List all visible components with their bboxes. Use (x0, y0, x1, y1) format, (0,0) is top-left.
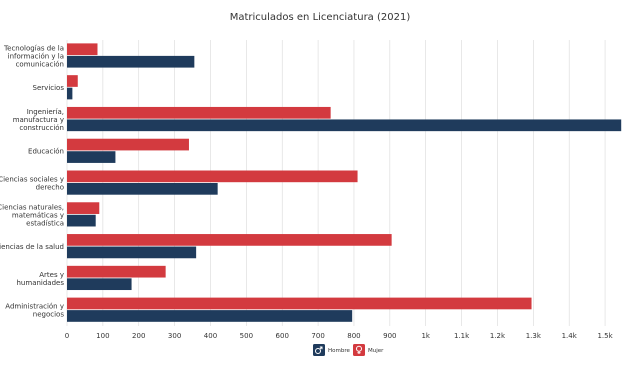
bar-hombre-4 (67, 183, 218, 195)
x-tick-label-11: 1.1k (454, 332, 470, 340)
x-tick-label-8: 800 (347, 332, 360, 340)
category-label-5-2: estadística (26, 219, 64, 227)
x-tick-label-0: 0 (65, 332, 69, 340)
category-label-8-1: negocios (33, 311, 65, 319)
legend: Hombre Mujer (313, 344, 384, 356)
category-label-3-0: Educación (28, 148, 64, 156)
bar-hombre-1 (67, 87, 73, 100)
category-label-2-1: manufactura y (13, 116, 64, 124)
bar-mujer-6 (67, 234, 392, 246)
x-tick-label-14: 1.4k (562, 332, 578, 340)
x-tick-label-3: 300 (168, 332, 181, 340)
category-label-0-0: Tecnologías de la (3, 44, 64, 52)
category-label-7-1: humanidades (17, 279, 65, 287)
bar-hombre-6 (67, 246, 197, 259)
category-label-0-2: comunicación (16, 60, 64, 68)
category-label-5-1: matemáticas y (12, 211, 64, 219)
x-tick-label-15: 1.5k (597, 332, 613, 340)
bar-mujer-3 (67, 138, 189, 151)
legend-swatch-mujer (353, 344, 365, 356)
bar-hombre-8 (67, 310, 353, 322)
x-tick-label-5: 500 (240, 332, 253, 340)
category-label-4-0: Ciencias sociales y (0, 176, 64, 184)
bar-hombre-3 (67, 151, 116, 163)
category-label-1-0: Servicios (33, 84, 65, 92)
x-tick-label-2: 200 (132, 332, 145, 340)
bar-mujer-7 (67, 265, 166, 278)
category-label-6-0: Ciencias de la salud (0, 243, 64, 251)
x-tick-label-12: 1.2k (490, 332, 506, 340)
x-tick-label-1: 100 (96, 332, 109, 340)
bar-mujer-1 (67, 75, 78, 87)
x-axis-ticks: 0 100 200 300 400 500 600 700 800 900 1k 1.1k 1.2k 1.… (65, 332, 614, 340)
x-tick-label-4: 400 (204, 332, 217, 340)
category-label-7-0: Artes y (39, 271, 64, 279)
bar-mujer-8 (67, 297, 532, 310)
bar-mujer-0 (67, 43, 98, 56)
category-label-0-1: información y la (8, 52, 64, 60)
x-tick-label-7: 700 (311, 332, 324, 340)
male-symbol-icon (315, 346, 323, 354)
legend-label-hombre: Hombre (328, 348, 350, 354)
bars (67, 43, 622, 322)
category-label-2-2: construcción (19, 124, 64, 132)
x-tick-label-10: 1k (421, 332, 430, 340)
category-label-8-0: Administración y (5, 303, 64, 311)
category-label-4-1: derecho (36, 184, 64, 192)
x-tick-label-13: 1.3k (526, 332, 542, 340)
legend-swatch-hombre (313, 344, 325, 356)
category-label-2-0: Ingeniería, (27, 108, 64, 116)
bar-mujer-2 (67, 106, 331, 119)
category-label-5-0: Ciencias naturales, (0, 203, 64, 211)
bar-hombre-5 (67, 214, 96, 227)
female-symbol-icon (356, 345, 362, 354)
bar-mujer-4 (67, 170, 358, 183)
chart-title: Matriculados en Licenciatura (2021) (230, 12, 411, 23)
x-tick-label-9: 900 (383, 332, 396, 340)
bar-mujer-5 (67, 202, 100, 214)
x-tick-label-6: 600 (276, 332, 289, 340)
bar-hombre-0 (67, 55, 195, 68)
legend-label-mujer: Mujer (368, 348, 384, 354)
bar-hombre-7 (67, 278, 132, 291)
bar-hombre-2 (67, 119, 622, 132)
